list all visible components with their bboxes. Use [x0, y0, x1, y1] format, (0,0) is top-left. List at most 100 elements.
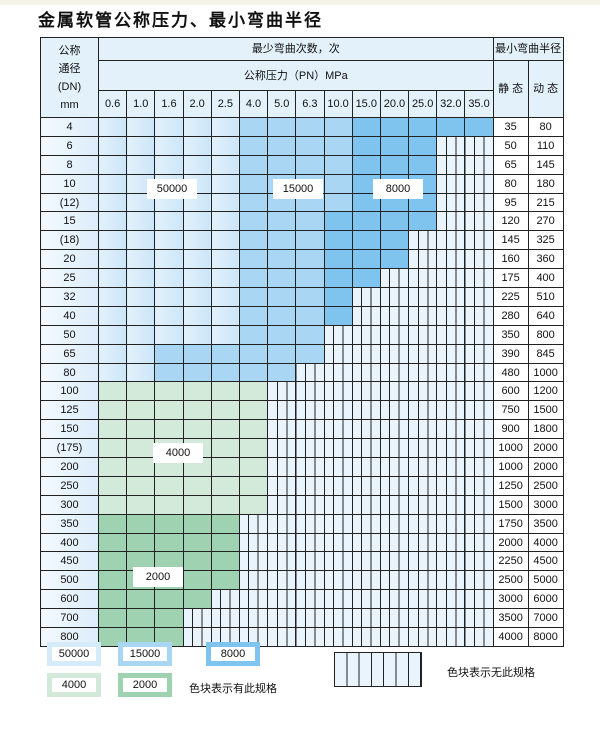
- dynamic-radius-cell: 845: [527, 343, 564, 364]
- no-spec-cell: [436, 230, 466, 251]
- spec-cell: [182, 589, 212, 610]
- spec-cell: [210, 154, 240, 175]
- spec-cell: [126, 249, 156, 270]
- no-spec-cell: [464, 211, 494, 232]
- spec-cell: [210, 211, 240, 232]
- no-spec-cell: [379, 324, 410, 345]
- spec-cell: [126, 154, 156, 175]
- table-row: 125 750 1500: [40, 400, 564, 421]
- no-spec-cell: [408, 249, 438, 270]
- no-spec-cell: [351, 457, 381, 477]
- spec-cell: [97, 438, 128, 459]
- legend-hatch-swatch: [334, 652, 422, 687]
- no-spec-cell: [408, 608, 438, 629]
- spec-cell: [182, 117, 212, 137]
- no-spec-cell: [295, 551, 325, 572]
- dn-cell: 6: [40, 135, 99, 156]
- dynamic-radius-cell: 3500: [527, 513, 564, 534]
- spec-cell: [210, 551, 240, 572]
- no-spec-cell: [267, 419, 297, 440]
- spec-cell: [126, 589, 156, 610]
- spec-cell: [154, 400, 184, 421]
- static-radius-cell: 120: [492, 211, 529, 232]
- spec-cell: [238, 249, 269, 270]
- spec-cell: [182, 135, 212, 156]
- no-spec-cell: [408, 494, 438, 515]
- no-spec-cell: [295, 589, 325, 610]
- spec-cell: [238, 494, 269, 515]
- spec-cell: [154, 268, 184, 289]
- no-spec-cell: [295, 457, 325, 477]
- spec-cell: [126, 381, 156, 402]
- no-spec-cell: [436, 608, 466, 629]
- no-spec-cell: [464, 362, 494, 383]
- table-row: 350 1750 3500: [40, 513, 564, 534]
- dn-cell: 4: [40, 117, 99, 137]
- spec-cell: [154, 513, 184, 534]
- no-spec-cell: [351, 362, 381, 383]
- no-spec-cell: [436, 268, 466, 289]
- spec-cell: [97, 230, 128, 251]
- dynamic-radius-cell: 7000: [527, 608, 564, 629]
- spec-cell: [295, 117, 325, 137]
- dynamic-radius-cell: 80: [527, 117, 564, 137]
- spec-cell: [126, 457, 156, 477]
- spec-cell: [379, 135, 410, 156]
- pressure-col-header: 35.0: [464, 90, 494, 118]
- no-spec-cell: [464, 627, 494, 647]
- min-radius-header: 最小弯曲半径: [492, 37, 564, 61]
- no-spec-cell: [408, 589, 438, 610]
- dn-cell: 32: [40, 287, 99, 307]
- no-spec-cell: [464, 494, 494, 515]
- no-spec-cell: [295, 438, 325, 459]
- spec-cell: [238, 381, 269, 402]
- no-spec-cell: [464, 343, 494, 364]
- no-spec-cell: [238, 570, 269, 591]
- spec-cell: [182, 570, 212, 591]
- spec-cell: [210, 249, 240, 270]
- no-spec-cell: [295, 608, 325, 629]
- dn-cell: 125: [40, 400, 99, 421]
- spec-cell: [97, 532, 128, 553]
- spec-cell: [295, 268, 325, 289]
- no-spec-cell: [379, 475, 410, 496]
- spec-cell: [97, 305, 128, 326]
- dn-header-line: (DN): [57, 80, 82, 93]
- no-spec-cell: [238, 513, 269, 534]
- dn-cell: 65: [40, 343, 99, 364]
- no-spec-cell: [408, 343, 438, 364]
- no-spec-cell: [238, 532, 269, 553]
- no-spec-cell: [464, 381, 494, 402]
- spec-cell: [97, 362, 128, 383]
- spec-cell: [126, 400, 156, 421]
- spec-cell: [238, 154, 269, 175]
- no-spec-cell: [267, 551, 297, 572]
- spec-cell: [182, 268, 212, 289]
- no-spec-cell: [379, 608, 410, 629]
- no-spec-cell: [464, 173, 494, 194]
- no-spec-cell: [464, 400, 494, 421]
- no-spec-cell: [408, 532, 438, 553]
- spec-cell: [323, 249, 353, 270]
- no-spec-cell: [210, 608, 240, 629]
- spec-cell: [97, 324, 128, 345]
- no-spec-cell: [379, 551, 410, 572]
- no-spec-cell: [295, 513, 325, 534]
- no-spec-cell: [436, 305, 466, 326]
- spec-cell: [351, 135, 381, 156]
- spec-cell: [97, 135, 128, 156]
- dn-cell: 600: [40, 589, 99, 610]
- spec-cell: [154, 135, 184, 156]
- legend-15000: 15000: [118, 642, 172, 666]
- pressure-col-header: 32.0: [436, 90, 466, 118]
- spec-cell: [238, 305, 269, 326]
- spec-cell: [267, 135, 297, 156]
- no-spec-cell: [267, 475, 297, 496]
- no-spec-cell: [464, 154, 494, 175]
- table-row: 25 175 400: [40, 268, 564, 289]
- static-radius-cell: 160: [492, 249, 529, 270]
- spec-cell: [210, 230, 240, 251]
- spec-cell: [210, 494, 240, 515]
- no-spec-cell: [464, 192, 494, 213]
- spec-cell: [97, 268, 128, 289]
